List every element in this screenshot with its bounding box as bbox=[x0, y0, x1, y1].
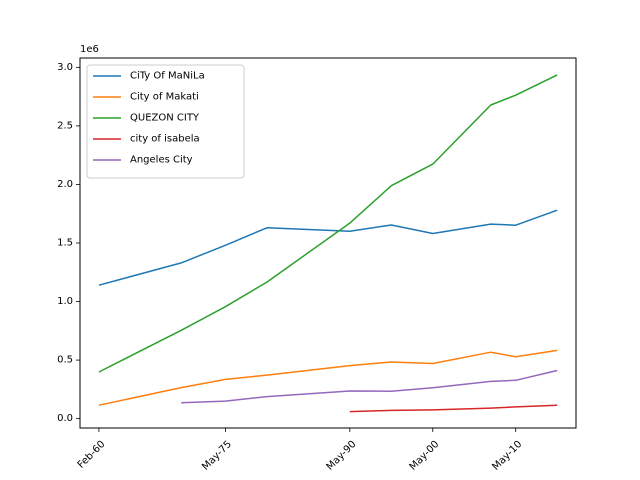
legend-label: Angeles City bbox=[130, 155, 193, 166]
series-line-0 bbox=[98, 209, 558, 286]
series-line-2 bbox=[98, 74, 558, 373]
y-axis: 0.0 0.5 1.0 1.5 2.0 2.5 3.0 bbox=[57, 62, 80, 424]
y-tick-label: 3.0 bbox=[57, 62, 73, 73]
x-axis: Feb-60 May-75 May-90 May-00 May-10 bbox=[76, 428, 525, 473]
legend-box bbox=[86, 64, 245, 179]
legend-label: city of isabela bbox=[130, 134, 200, 145]
legend-label: QUEZON CITY bbox=[130, 113, 200, 124]
x-tick-label: May-75 bbox=[200, 439, 234, 473]
legend-label: CiTy Of MaNiLa bbox=[130, 71, 205, 82]
y-tick-label: 2.5 bbox=[57, 120, 73, 131]
series-line-3 bbox=[349, 404, 558, 413]
legend: CiTy Of MaNiLa City of Makati QUEZON CITY c… bbox=[86, 64, 245, 179]
y-axis-offset-label: 1e6 bbox=[80, 44, 99, 55]
legend-label: City of Makati bbox=[130, 92, 199, 103]
y-tick-label: 0.5 bbox=[57, 355, 73, 366]
x-tick-label: May-10 bbox=[491, 439, 525, 473]
x-tick-label: May-00 bbox=[408, 439, 442, 473]
series-line-4 bbox=[181, 369, 558, 404]
y-tick-label: 2.0 bbox=[57, 179, 73, 190]
series-line-1 bbox=[98, 349, 558, 406]
x-tick-label: May-90 bbox=[325, 439, 359, 473]
y-tick-label: 1.0 bbox=[57, 296, 73, 307]
series-lines bbox=[98, 74, 558, 413]
x-tick-label: Feb-60 bbox=[76, 439, 108, 471]
y-tick-label: 1.5 bbox=[57, 238, 73, 249]
y-tick-label: 0.0 bbox=[57, 413, 73, 424]
